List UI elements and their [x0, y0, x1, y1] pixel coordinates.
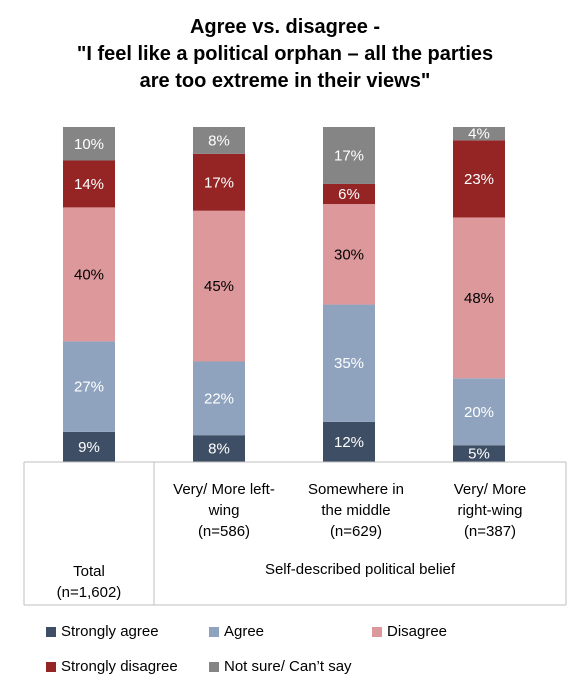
- data-label-strongly-disagree-1: 17%: [204, 174, 234, 191]
- bar-segment-agree-0: [63, 341, 115, 432]
- legend-item-agree: Agree: [209, 623, 264, 640]
- legend-label-strongly-agree: Strongly agree: [61, 623, 159, 640]
- bar-segment-strongly-agree-0: [63, 431, 115, 462]
- data-label-strongly-agree-2: 12%: [334, 434, 364, 451]
- title-line-1: Agree vs. disagree -: [189, 16, 381, 38]
- data-label-strongly-disagree-2: 6%: [338, 186, 360, 203]
- legend-item-disagree: Disagree: [372, 623, 447, 640]
- bar-segment-agree-2: [323, 304, 375, 422]
- data-label-agree-3: 20%: [464, 404, 494, 421]
- legend-item-strongly-agree: Strongly agree: [46, 623, 159, 640]
- legend-item-not-sure: Not sure/ Can’t say: [209, 658, 352, 675]
- data-label-not-sure-can-t-say-3: 4%: [468, 126, 490, 143]
- data-label-disagree-0: 40%: [74, 266, 104, 283]
- legend-swatch-strongly-disagree: [46, 661, 56, 672]
- data-label-not-sure-can-t-say-2: 17%: [334, 147, 364, 164]
- bar-segment-agree-3: [453, 378, 505, 446]
- data-label-disagree-1: 45%: [204, 278, 234, 295]
- data-label-agree-1: 22%: [204, 390, 234, 407]
- title-line-3: are too extreme in their views": [139, 70, 431, 92]
- legend-label-agree: Agree: [224, 623, 265, 640]
- bar-segment-strongly-disagree-1: [193, 153, 245, 211]
- legend-swatch-not-sure: [209, 661, 219, 672]
- bar-segment-strongly-disagree-2: [323, 183, 375, 205]
- data-label-strongly-agree-1: 8%: [208, 441, 230, 458]
- data-label-disagree-2: 30%: [334, 246, 364, 263]
- data-label-not-sure-can-t-say-0: 10%: [74, 136, 104, 153]
- bar-segment-disagree-2: [323, 204, 375, 305]
- bar-segment-not-sure-can-t-say-1: [193, 127, 245, 154]
- legend-label-not-sure: Not sure/ Can’t say: [224, 658, 352, 675]
- bar-segment-strongly-disagree-0: [63, 160, 115, 208]
- legend-item-strongly-disagree: Strongly disagree: [46, 658, 178, 675]
- data-label-strongly-disagree-0: 14%: [74, 176, 104, 193]
- category-label-total: Total (n=1,602): [56, 563, 122, 601]
- data-label-strongly-agree-3: 5%: [468, 446, 490, 463]
- bar-segment-strongly-agree-2: [323, 421, 375, 462]
- bar-segment-strongly-agree-1: [193, 435, 245, 462]
- data-label-agree-0: 27%: [74, 379, 104, 396]
- bar-segment-strongly-agree-3: [453, 445, 505, 462]
- bar-segment-not-sure-can-t-say-0: [63, 127, 115, 161]
- legend-swatch-strongly-agree: [46, 626, 56, 637]
- title-line-2: "I feel like a political orphan – all th…: [76, 43, 494, 65]
- bar-segment-strongly-disagree-3: [453, 140, 505, 218]
- data-label-not-sure-can-t-say-1: 8%: [208, 132, 230, 149]
- legend-label-disagree: Disagree: [387, 623, 448, 640]
- bar-segment-disagree-0: [63, 207, 115, 342]
- data-label-disagree-3: 48%: [464, 290, 494, 307]
- legend-swatch-disagree: [372, 626, 382, 637]
- group-label: Self-described political belief: [264, 561, 456, 578]
- data-label-strongly-agree-0: 9%: [78, 439, 100, 456]
- bar-segment-not-sure-can-t-say-3: [453, 127, 505, 141]
- bar-segment-disagree-3: [453, 217, 505, 379]
- bar-segment-not-sure-can-t-say-2: [323, 127, 375, 184]
- chart-title: Agree vs. disagree - "I feel like a poli…: [0, 14, 570, 95]
- category-label-right-wing: Very/ More right-wing (n=387): [453, 481, 527, 540]
- bar-segment-agree-1: [193, 361, 245, 436]
- category-label-left-wing: Very/ More left- wing (n=586): [173, 481, 275, 540]
- data-label-agree-2: 35%: [334, 355, 364, 372]
- category-label-middle: Somewhere in the middle (n=629): [308, 481, 404, 540]
- legend-swatch-agree: [209, 626, 219, 637]
- legend-label-strongly-disagree: Strongly disagree: [61, 658, 178, 675]
- data-label-strongly-disagree-3: 23%: [464, 171, 494, 188]
- bar-segment-disagree-1: [193, 210, 245, 362]
